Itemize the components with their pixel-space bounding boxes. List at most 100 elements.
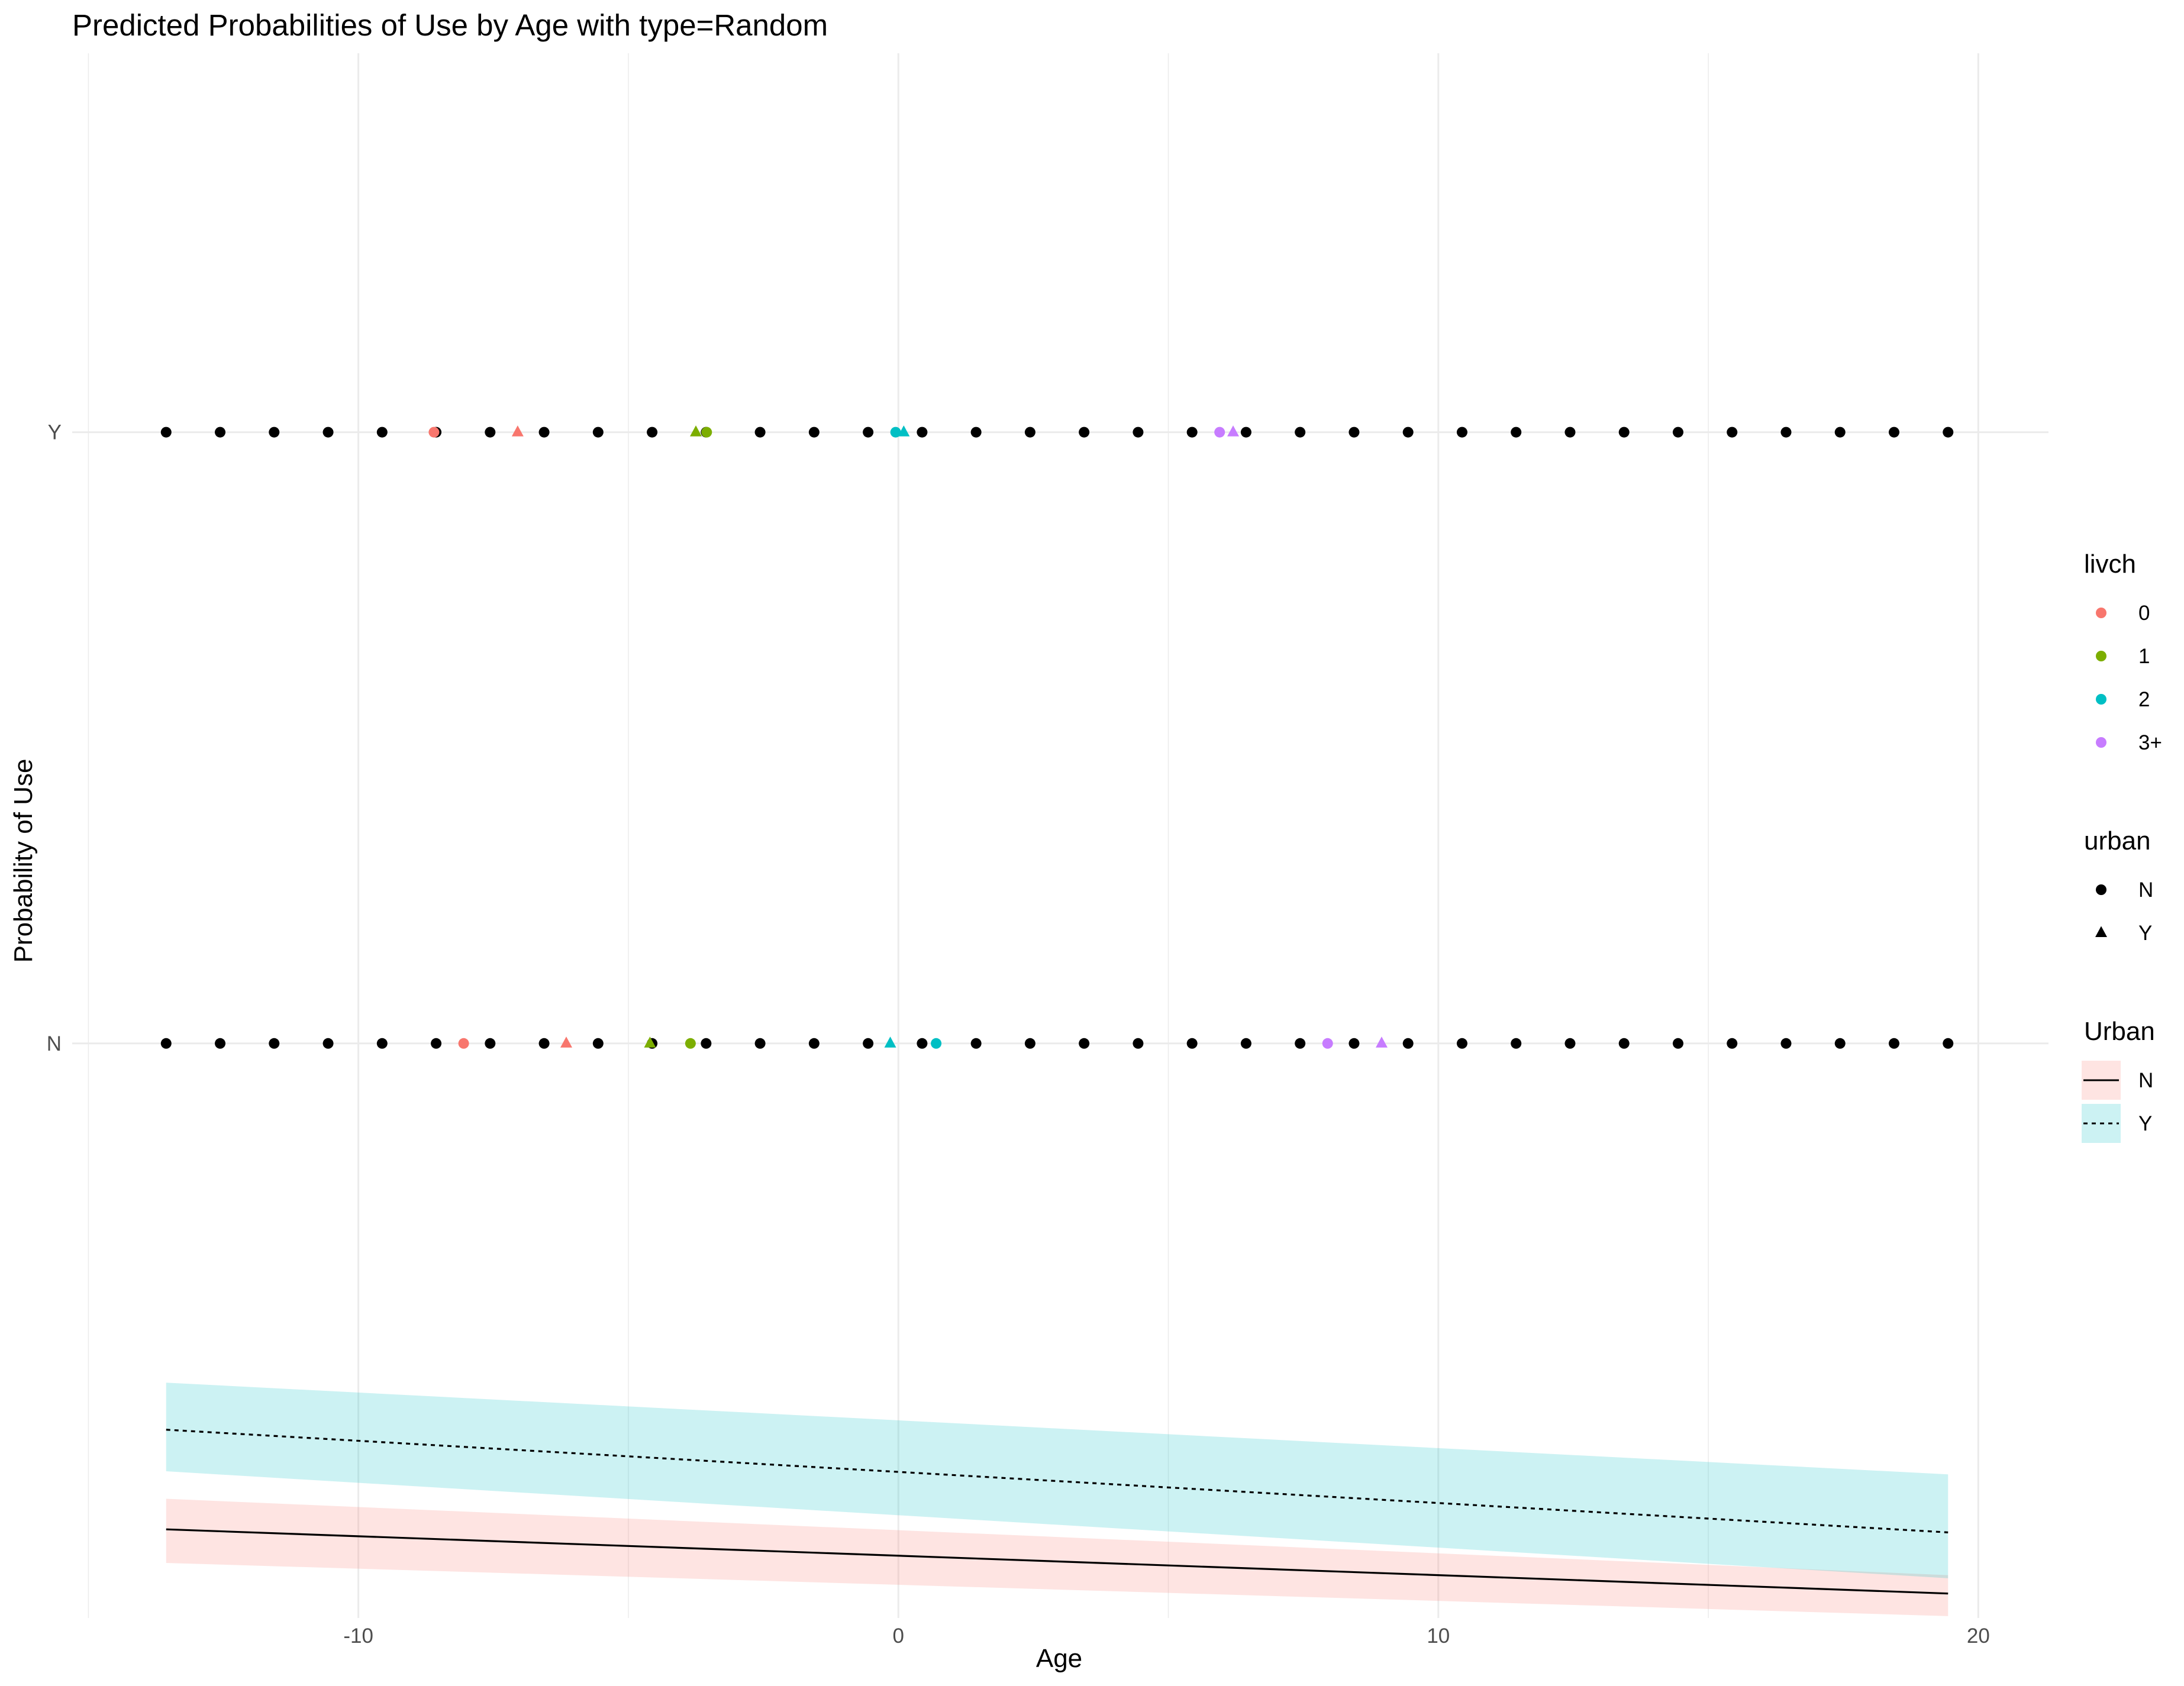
- data-point-livch-0: [458, 1038, 469, 1049]
- data-point-urban-n-y: [1295, 427, 1306, 438]
- fit-line-n: [166, 1528, 1948, 1595]
- data-point-urban-n-n: [1672, 1038, 1683, 1049]
- data-point-livch-0: [560, 1036, 572, 1048]
- grid-layer: [72, 53, 2048, 1618]
- data-point-livch-3plus: [1322, 1038, 1333, 1049]
- data-point-urban-n-n: [970, 1038, 982, 1049]
- data-point-urban-n-n: [1889, 1038, 1900, 1049]
- data-point-urban-n-y: [808, 427, 820, 438]
- point-layer: [160, 425, 1954, 1049]
- x-axis-ticks: -10 0 10 20: [343, 1624, 1989, 1648]
- legend-key-dot: [2096, 737, 2106, 748]
- data-point-urban-n-y: [322, 427, 334, 438]
- data-point-urban-n-n: [1133, 1038, 1144, 1049]
- legend-key-triangle: [2095, 926, 2107, 937]
- data-point-urban-n-n: [1780, 1038, 1792, 1049]
- data-point-urban-n-n: [1456, 1038, 1467, 1049]
- legend-label: Y: [2138, 1112, 2152, 1135]
- data-point-urban-n-y: [1889, 427, 1900, 438]
- x-tick-label: 0: [892, 1624, 904, 1648]
- data-point-urban-n-y: [160, 427, 172, 438]
- data-point-urban-n-n: [1186, 1038, 1198, 1049]
- data-point-urban-n-n: [485, 1038, 496, 1049]
- data-point-livch-1: [701, 427, 712, 438]
- data-point-urban-n-y: [1456, 427, 1467, 438]
- chart-title: Predicted Probabilities of Use by Age wi…: [72, 8, 828, 42]
- x-axis-title: Age: [1036, 1644, 1082, 1673]
- data-point-urban-n-n: [215, 1038, 226, 1049]
- data-point-urban-n-y: [1780, 427, 1792, 438]
- data-point-urban-n-n: [1564, 1038, 1576, 1049]
- data-point-livch-2: [890, 427, 901, 438]
- legend-label: 0: [2138, 602, 2150, 625]
- data-point-urban-n-y: [1943, 427, 1954, 438]
- data-point-livch-1: [685, 1038, 696, 1049]
- data-point-urban-n-y: [647, 427, 658, 438]
- y-axis-title: Probability of Use: [9, 759, 38, 963]
- y-tick-label: Y: [48, 421, 62, 444]
- data-point-urban-n-n: [1349, 1038, 1360, 1049]
- data-point-urban-n-n: [1402, 1038, 1414, 1049]
- legend-key-dot: [2096, 651, 2106, 661]
- data-point-urban-n-y: [1240, 427, 1251, 438]
- data-point-urban-n-y: [1834, 427, 1846, 438]
- data-point-urban-n-n: [538, 1038, 550, 1049]
- data-point-urban-n-y: [1727, 427, 1738, 438]
- data-point-urban-n-y: [970, 427, 982, 438]
- data-point-livch-3plus: [1214, 427, 1225, 438]
- data-point-urban-n-n: [1295, 1038, 1306, 1049]
- data-point-urban-n-n: [1079, 1038, 1090, 1049]
- legend-title: urban: [2084, 826, 2151, 855]
- data-point-urban-n-y: [1402, 427, 1414, 438]
- data-point-urban-n-y: [215, 427, 226, 438]
- data-point-urban-n-y: [754, 427, 766, 438]
- data-point-urban-n-n: [592, 1038, 604, 1049]
- data-point-livch-0: [511, 425, 524, 437]
- data-point-urban-n-n: [1618, 1038, 1630, 1049]
- legend-label: 3+: [2138, 731, 2162, 754]
- data-point-livch-3plus: [1375, 1036, 1388, 1048]
- legend-label: 2: [2138, 688, 2150, 711]
- y-axis-ticks: YN: [47, 421, 62, 1055]
- legend-key-dot: [2096, 694, 2106, 705]
- data-point-urban-n-y: [1511, 427, 1522, 438]
- data-point-livch-2: [884, 1036, 896, 1048]
- data-point-urban-n-y: [485, 427, 496, 438]
- data-point-urban-n-y: [592, 427, 604, 438]
- data-point-urban-n-n: [1240, 1038, 1251, 1049]
- legend-title: livch: [2084, 550, 2136, 579]
- data-point-urban-n-y: [917, 427, 928, 438]
- data-point-livch-2: [931, 1038, 942, 1049]
- confidence-ribbon-n: [166, 1498, 1948, 1616]
- data-point-urban-n-y: [1079, 427, 1090, 438]
- data-point-urban-n-n: [1024, 1038, 1035, 1049]
- data-point-urban-n-n: [808, 1038, 820, 1049]
- y-tick-label: N: [47, 1032, 62, 1055]
- data-point-urban-n-y: [1618, 427, 1630, 438]
- data-point-urban-n-n: [1834, 1038, 1846, 1049]
- legend-label: N: [2138, 878, 2153, 902]
- data-point-urban-n-n: [269, 1038, 280, 1049]
- legend-label: N: [2138, 1069, 2153, 1092]
- data-point-urban-n-y: [538, 427, 550, 438]
- data-point-urban-n-n: [1727, 1038, 1738, 1049]
- legend-key-dot: [2096, 608, 2106, 618]
- data-point-urban-n-n: [701, 1038, 712, 1049]
- data-point-livch-3plus: [1227, 425, 1240, 437]
- data-point-urban-n-y: [863, 427, 874, 438]
- legend-key-dot: [2096, 884, 2106, 895]
- legend-title: Urban: [2084, 1017, 2155, 1046]
- confidence-ribbon-y: [166, 1383, 1948, 1578]
- data-point-urban-n-n: [917, 1038, 928, 1049]
- data-point-urban-n-y: [1186, 427, 1198, 438]
- x-tick-label: -10: [343, 1624, 373, 1648]
- data-point-urban-n-n: [431, 1038, 442, 1049]
- data-point-urban-n-n: [160, 1038, 172, 1049]
- data-point-livch-1: [690, 425, 702, 437]
- data-point-urban-n-y: [1024, 427, 1035, 438]
- data-point-urban-n-y: [1672, 427, 1683, 438]
- data-point-urban-n-y: [269, 427, 280, 438]
- data-point-urban-n-n: [754, 1038, 766, 1049]
